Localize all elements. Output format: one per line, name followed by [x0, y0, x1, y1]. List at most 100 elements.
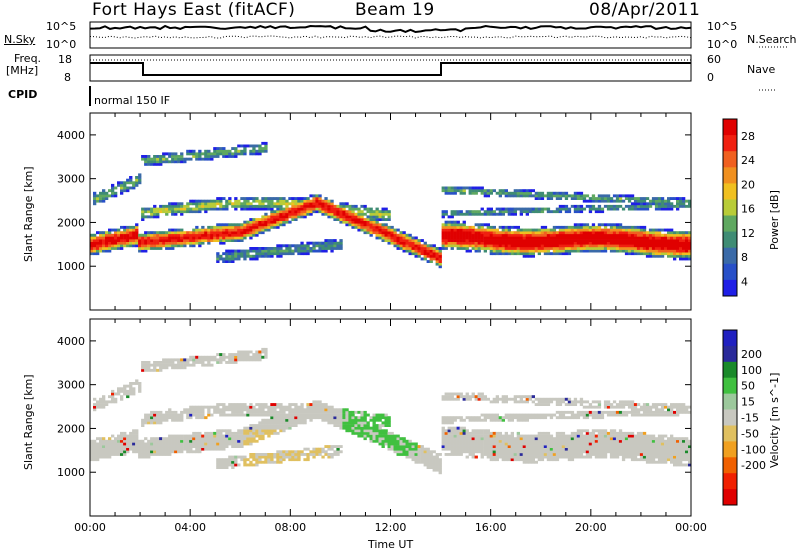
heatmap-cell: [117, 387, 121, 391]
heatmap-cell: [462, 225, 466, 229]
heatmap-cell: [570, 228, 575, 232]
heatmap-cell: [504, 458, 508, 462]
heatmap-cell: [126, 228, 130, 232]
heatmap-cell: [276, 453, 280, 456]
heatmap-cell: [291, 249, 295, 253]
heatmap-cell: [522, 210, 526, 214]
heatmap-cell: [570, 431, 575, 435]
heatmap-cell: [135, 445, 139, 448]
heatmap-cell: [246, 225, 250, 229]
heatmap-cell: [492, 445, 496, 448]
heatmap-cell: [189, 202, 193, 206]
heatmap-cell: [249, 405, 253, 409]
heatmap-cell: [591, 236, 596, 240]
heatmap-cell: [546, 455, 551, 459]
heatmap-cell: [255, 429, 259, 433]
heatmap-cell: [159, 239, 163, 242]
heatmap-cell: [291, 458, 295, 462]
heatmap-cell: [264, 455, 268, 459]
heatmap-cell: [375, 437, 379, 441]
heatmap-cell: [303, 202, 307, 206]
heatmap-cell: [162, 236, 166, 240]
heatmap-cell: [588, 437, 593, 441]
heatmap-cell: [417, 460, 421, 464]
heatmap-cell: [216, 403, 220, 406]
heatmap-cell: [207, 445, 211, 448]
heatmap-cell: [264, 353, 268, 356]
heatmap-cell: [673, 257, 677, 261]
heatmap-cell: [444, 236, 448, 240]
heatmap-cell: [276, 212, 280, 216]
heatmap-cell: [399, 439, 403, 443]
heatmap-cell: [237, 236, 241, 240]
heatmap-cell: [573, 403, 578, 406]
heatmap-cell: [183, 231, 187, 235]
heatmap-cell: [135, 239, 139, 242]
heatmap-cell: [477, 233, 481, 237]
heatmap-cell: [489, 453, 493, 456]
heatmap-cell: [642, 207, 647, 211]
heatmap-cell: [243, 223, 247, 227]
heatmap-cell: [603, 439, 608, 443]
heatmap-cell: [489, 252, 493, 256]
heatmap-cell: [300, 249, 304, 253]
heatmap-cell: [555, 197, 560, 200]
heatmap-cell: [567, 403, 572, 406]
heatmap-cell: [510, 210, 514, 214]
heatmap-cell: [534, 239, 538, 242]
heatmap-cell: [276, 225, 280, 229]
heatmap-cell: [135, 379, 139, 383]
heatmap-cell: [348, 418, 352, 422]
heatmap-cell: [501, 191, 505, 195]
heatmap-cell: [156, 450, 160, 454]
heatmap-cell: [252, 431, 256, 435]
heatmap-cell: [165, 418, 169, 422]
heatmap-cell: [471, 247, 475, 250]
heatmap-cell: [348, 416, 352, 420]
heatmap-cell: [513, 207, 517, 211]
heatmap-cell: [159, 418, 163, 422]
heatmap-cell: [312, 400, 316, 404]
heatmap-cell: [315, 413, 319, 417]
heatmap-cell: [408, 445, 412, 448]
heatmap-cell: [363, 207, 367, 211]
heatmap-cell: [162, 210, 166, 214]
heatmap-cell: [525, 416, 529, 420]
heatmap-cell: [582, 231, 587, 235]
heatmap-cell: [372, 413, 376, 417]
heatmap-cell: [600, 442, 605, 446]
heatmap-cell: [513, 395, 517, 399]
heatmap-cell: [276, 223, 280, 227]
heatmap-cell: [630, 204, 635, 208]
heatmap-cell: [243, 463, 247, 467]
heatmap-cell: [597, 400, 602, 404]
heatmap-cell: [558, 241, 563, 245]
heatmap-cell: [93, 247, 97, 250]
heatmap-cell: [561, 233, 566, 237]
heatmap-cell: [294, 215, 298, 219]
heatmap-cell: [534, 231, 538, 235]
heatmap-cell: [336, 241, 340, 245]
heatmap-cell: [252, 147, 256, 150]
heatmap-cell: [105, 439, 109, 443]
heatmap-cell: [618, 247, 623, 250]
heatmap-cell: [465, 439, 469, 443]
heatmap-cell: [498, 447, 502, 451]
heatmap-cell: [525, 212, 529, 216]
heatmap-cell: [222, 257, 226, 261]
heatmap-cell: [453, 437, 457, 441]
heatmap-cell: [156, 239, 160, 242]
heatmap-cell: [486, 212, 490, 216]
heatmap-cell: [552, 447, 557, 451]
heatmap-cell: [531, 413, 535, 417]
heatmap-cell: [204, 358, 208, 362]
heatmap-cell: [252, 434, 256, 438]
heatmap-cell: [120, 231, 124, 235]
heatmap-cell: [117, 183, 121, 187]
heatmap-cell: [330, 202, 334, 206]
heatmap-cell: [363, 431, 367, 435]
heatmap-cell: [534, 455, 538, 459]
heatmap-cell: [381, 445, 385, 448]
heatmap-cell: [237, 355, 241, 359]
heatmap-cell: [288, 426, 292, 430]
